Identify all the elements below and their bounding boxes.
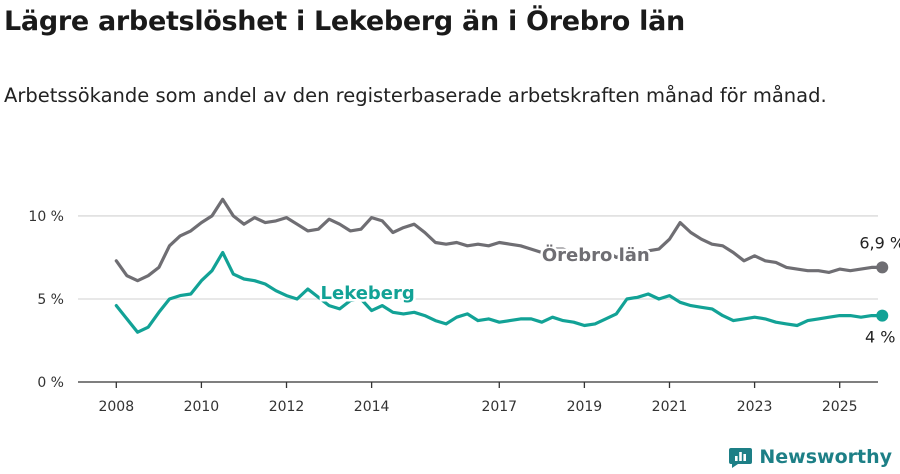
x-tick-label: 2025 (822, 399, 858, 415)
lekeberg-series-label: Lekeberg (321, 283, 415, 304)
x-tick-label: 2021 (652, 399, 688, 415)
x-tick-label: 2023 (737, 399, 773, 415)
chart-subtitle: Arbetssökande som andel av den registerb… (4, 84, 827, 107)
x-tick-label: 2008 (98, 399, 134, 415)
x-tick-label: 2014 (354, 399, 390, 415)
newsworthy-logo-icon (729, 448, 753, 468)
y-tick-label: 0 % (37, 375, 64, 391)
lekeberg-series-line (114, 250, 884, 334)
orebro-end-value-label: 6,9 % (859, 233, 900, 252)
x-tick-label: 2012 (269, 399, 305, 415)
orebro-series-line (114, 197, 884, 283)
orebro-end-marker (876, 261, 889, 274)
orebro-series-label: Örebro län (542, 244, 650, 266)
chart-title: Lägre arbetslöshet i Lekeberg än i Örebr… (4, 6, 685, 37)
brand-name: Newsworthy (759, 445, 892, 468)
x-tick-label: 2017 (481, 399, 517, 415)
brand-logo: Newsworthy (729, 445, 892, 468)
lekeberg-end-marker (876, 309, 889, 322)
y-tick-label: 10 % (28, 209, 64, 225)
x-tick-label: 2019 (567, 399, 603, 415)
lekeberg-end-value-label: 4 % (865, 328, 895, 347)
y-tick-label: 5 % (37, 292, 64, 308)
x-tick-label: 2010 (184, 399, 220, 415)
